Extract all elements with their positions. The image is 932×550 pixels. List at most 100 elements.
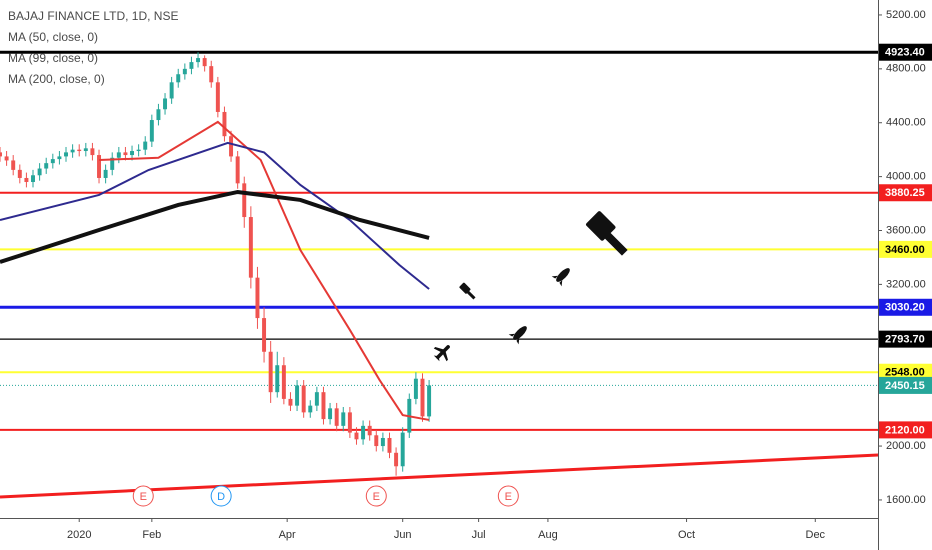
candle-body (242, 183, 247, 218)
candle-body (103, 169, 108, 178)
candle-body (308, 405, 313, 413)
candle-body (374, 435, 379, 447)
candle-body (136, 149, 141, 152)
x-tick-label: Oct (678, 529, 695, 541)
candle-body (222, 111, 227, 137)
level-label: 2450.15 (885, 380, 925, 392)
candle-body (229, 136, 234, 157)
x-tick-label: Dec (806, 529, 826, 541)
level-label: 3880.25 (885, 187, 925, 199)
candle-body (37, 168, 42, 176)
candle-body (57, 156, 62, 160)
candle-body (202, 58, 207, 67)
candle-body (334, 408, 339, 426)
axes: 1600.00 2000.00 3200.00 3600.00 4000.00 4400.… (67, 9, 932, 541)
x-tick-label: 2020 (67, 529, 91, 541)
level-label-bg (879, 363, 932, 381)
candle-body (255, 277, 260, 319)
level-label: 4923.40 (885, 47, 925, 59)
icons (433, 211, 628, 362)
x-tick-label: Jul (472, 529, 486, 541)
rocket-icon (551, 268, 570, 287)
candle-body (387, 437, 392, 453)
candle-body (347, 412, 352, 433)
candle-body (143, 141, 148, 150)
candle-body (130, 151, 135, 156)
candle-body (169, 82, 174, 99)
event-marker (132, 485, 154, 507)
event-label: E (505, 491, 512, 503)
candle-body (248, 217, 253, 278)
x-tick-label: Apr (279, 529, 296, 541)
candle-body (123, 152, 128, 156)
candle-body (4, 156, 9, 161)
candle-body (17, 169, 22, 178)
candle-body (110, 157, 115, 170)
candle-body (0, 152, 2, 157)
candle-body (314, 392, 319, 406)
candle-body (90, 148, 95, 156)
candle-body (11, 160, 16, 170)
candle-body (288, 398, 293, 406)
candle-body (163, 98, 168, 110)
level-label: 2793.70 (885, 334, 925, 346)
legend-entry: MA (99, close, 0) (8, 51, 98, 65)
legend-entry: MA (200, close, 0) (8, 72, 105, 86)
candle-body (50, 159, 55, 164)
level-label: 2548.00 (885, 367, 925, 379)
event-label: E (373, 491, 380, 503)
chart-title: BAJAJ FINANCE LTD, 1D, NSE (8, 9, 178, 23)
candle-body (149, 120, 154, 142)
level-label: 2120.00 (885, 424, 925, 436)
candle-body (176, 74, 181, 83)
legend: MA (50, close, 0) MA (99, close, 0) MA (20… (8, 30, 105, 86)
candle-body (44, 163, 49, 169)
legend-entry: MA (50, close, 0) (8, 30, 98, 44)
ma-line (98, 120, 430, 421)
y-tick-label: 4400.00 (886, 117, 926, 129)
candle-body (196, 58, 201, 63)
y-tick-label: 3200.00 (886, 278, 926, 290)
candle-body (328, 408, 333, 420)
airplane-icon (433, 345, 450, 362)
candle-body (24, 177, 29, 183)
candle-body (215, 82, 220, 112)
event-marker (365, 485, 387, 507)
event-label: E (140, 491, 147, 503)
y-tick-label: 5200.00 (886, 9, 926, 21)
candle-body (321, 392, 326, 420)
y-tick-label: 2000.00 (886, 440, 926, 452)
candle-body (70, 149, 75, 153)
candle-body (301, 385, 306, 413)
y-tick-label: 4800.00 (886, 63, 926, 75)
x-tick-label: Feb (142, 529, 161, 541)
y-tick-label: 1600.00 (886, 494, 926, 506)
price-axis-bg (878, 0, 932, 550)
candle-body (116, 152, 121, 158)
y-tick-label: 3600.00 (886, 224, 926, 236)
level-label-bg (879, 330, 932, 348)
event-marker (210, 485, 232, 507)
candle-body (394, 452, 399, 467)
level-label-bg (879, 240, 932, 258)
candle-body (354, 432, 359, 440)
candle-body (156, 109, 161, 121)
candle-body (295, 385, 300, 406)
level-label-bg (879, 43, 932, 61)
candle-body (209, 66, 214, 83)
candle-body (64, 152, 68, 157)
candle-body (413, 378, 418, 399)
x-tick-label: Jun (394, 529, 412, 541)
level-label-bg (879, 298, 932, 316)
ma-line (0, 189, 430, 264)
candle-body (182, 68, 187, 75)
trend-line (0, 453, 879, 499)
level-label: 3030.20 (885, 302, 925, 314)
candle-body (262, 318, 267, 352)
candle-body (400, 432, 405, 467)
x-tick-label: Aug (538, 529, 558, 541)
level-label-bg (879, 376, 932, 394)
hammer-icon (586, 211, 628, 256)
